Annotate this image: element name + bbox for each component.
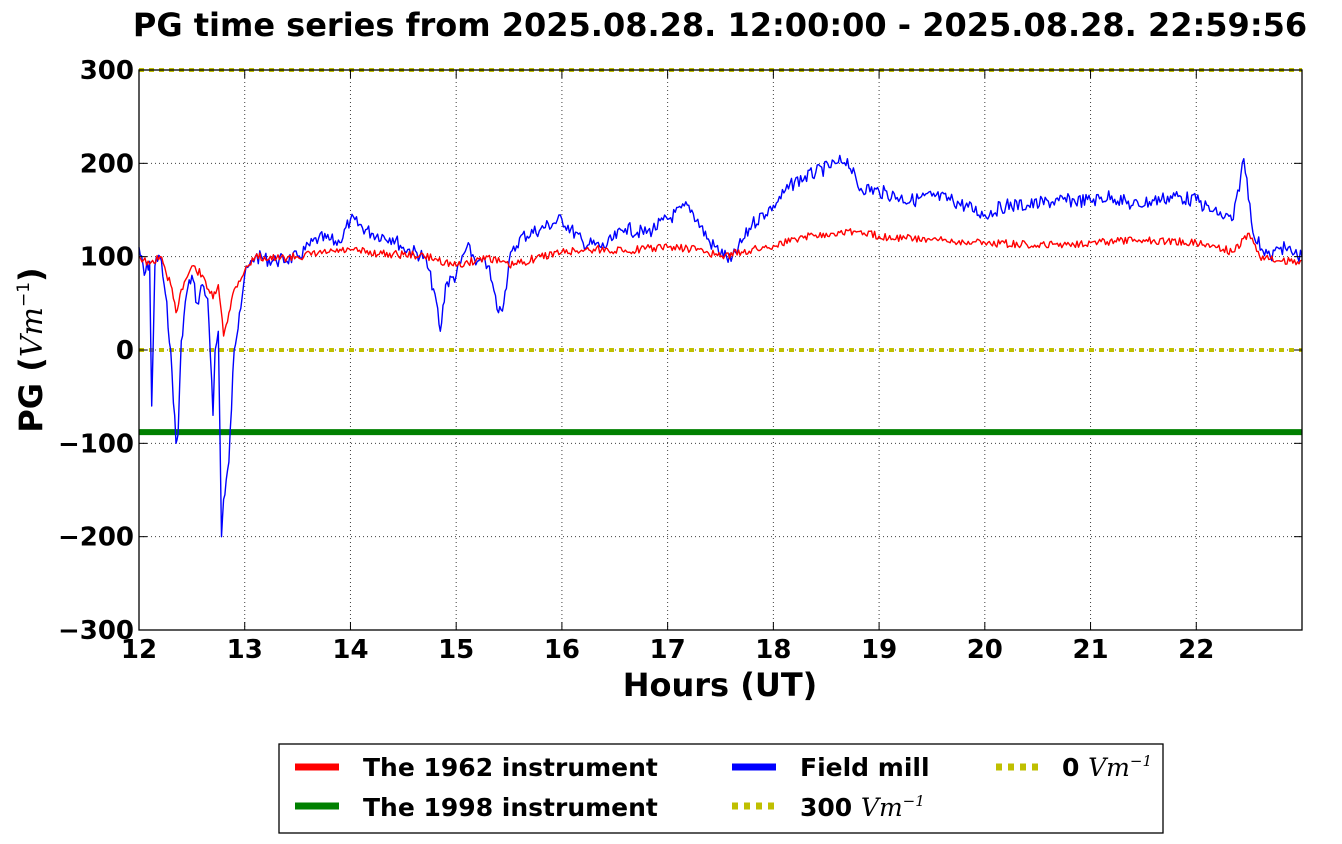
plot-series (138, 68, 1303, 538)
x-tick-label: 14 (332, 635, 368, 665)
chart-title: PG time series from 2025.08.28. 12:00:00… (133, 6, 1307, 44)
legend: The 1962 instrument The 1998 instrument … (278, 743, 1164, 834)
y-axis-label: PG (Vm−1) (12, 267, 50, 432)
y-tick-label: 100 (80, 243, 134, 273)
y-axis-label-exp: −1 (14, 282, 34, 307)
y-tick-label: −200 (58, 523, 134, 553)
y-tick-label: 200 (80, 149, 134, 179)
x-tick-label: 21 (1072, 635, 1108, 665)
series-line-field-mill (138, 154, 1303, 538)
series-line-the-1962-instrument (138, 228, 1303, 337)
y-axis-label-group: PG (Vm−1) (12, 267, 50, 432)
legend-label-1998: The 1998 instrument (363, 793, 658, 822)
y-tick-label: −100 (58, 429, 134, 459)
legend-label-field-mill: Field mill (800, 753, 930, 782)
x-axis-label: Hours (UT) (623, 666, 818, 704)
x-tick-label: 13 (227, 635, 263, 665)
y-axis-label-unit: Vm (15, 307, 50, 357)
legend-label-0: 0 Vm−1 (1062, 752, 1152, 782)
legend-label-300: 300 Vm−1 (800, 792, 925, 822)
x-axis-ticks: 12 13 14 15 16 17 18 19 20 21 22 (121, 70, 1214, 665)
y-axis-label-text: PG (12, 383, 50, 433)
x-tick-label: 16 (544, 635, 580, 665)
x-tick-label: 19 (861, 635, 897, 665)
y-tick-label: 300 (80, 56, 134, 86)
legend-label-1962: The 1962 instrument (363, 753, 658, 782)
legend-box (278, 743, 1164, 834)
x-tick-label: 18 (755, 635, 791, 665)
x-tick-label: 17 (650, 635, 686, 665)
y-axis-ticks: −300 −200 −100 0 100 200 300 (58, 56, 1302, 646)
y-tick-label: 0 (116, 336, 134, 366)
x-tick-label: 12 (121, 635, 157, 665)
x-tick-label: 15 (438, 635, 474, 665)
x-tick-label: 22 (1178, 635, 1214, 665)
x-tick-label: 20 (967, 635, 1003, 665)
y-tick-label: −300 (58, 616, 134, 646)
